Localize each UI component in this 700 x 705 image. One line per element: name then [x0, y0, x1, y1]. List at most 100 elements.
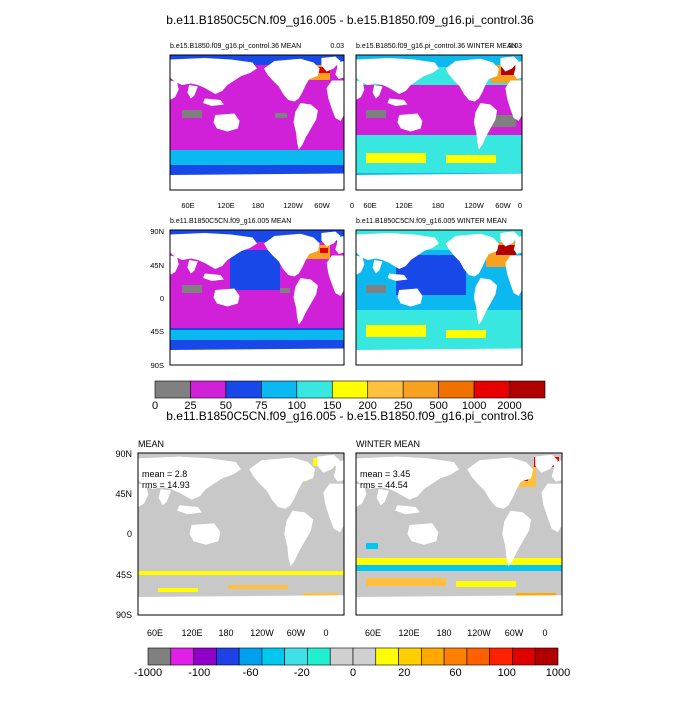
- colorbar-swatch: [512, 647, 536, 666]
- colorbar-label: 100: [288, 400, 306, 412]
- colorbar-swatch: [443, 647, 468, 666]
- lon-tick: 120E: [395, 201, 413, 210]
- colorbar-label: 500: [429, 400, 447, 412]
- colorbar-swatch: [473, 380, 510, 399]
- colorbar-label: 1000: [546, 667, 570, 679]
- lat-tick: 90S: [116, 610, 132, 620]
- colorbar-label: 250: [394, 400, 412, 412]
- panel-experiment-mean: b.e11.B1850C5CN.f09_g16.005 MEAN: [169, 218, 345, 366]
- lon-tick: 60W: [505, 628, 524, 638]
- colorbar-swatch: [375, 647, 399, 666]
- panel-title: b.e15.B1850.f09_g16.pi_control.36 WINTER…: [356, 43, 517, 50]
- lon-tick: 0: [518, 201, 522, 210]
- lon-tick: 60W: [314, 201, 330, 210]
- colorbar-label: -20: [294, 667, 310, 679]
- colorbar-swatch: [367, 380, 404, 399]
- colorbar-swatch: [193, 647, 217, 666]
- lon-tick: 120W: [467, 628, 491, 638]
- colorbar-swatch: [534, 647, 559, 666]
- colorbar-swatch: [438, 380, 475, 399]
- lon-tick: 120W: [464, 201, 485, 210]
- lon-tick: 60E: [365, 628, 381, 638]
- panel-mean: mean = 2.8: [142, 469, 187, 479]
- colorbar-swatch: [466, 647, 490, 666]
- lon-tick: 60W: [287, 628, 306, 638]
- panel-title: b.e11.B1850C5CN.f09_g16.005 MEAN: [170, 218, 291, 225]
- lat-tick: 90N: [150, 227, 164, 236]
- lon-tick: 60W: [495, 201, 511, 210]
- lon-ticks-row3: 60E 120E 180 120W 60W 0 60E 120E 180 120…: [147, 628, 548, 638]
- lon-tick: 0: [542, 628, 547, 638]
- lon-tick: 120E: [398, 628, 419, 638]
- colorbar-label: 25: [184, 400, 196, 412]
- colorbar-swatch: [421, 647, 445, 666]
- panel-rms: rms = 44.54: [360, 480, 408, 490]
- colorbar-label: -1000: [134, 667, 162, 679]
- lon-tick: 180: [432, 201, 445, 210]
- colorbar-label: 2000: [497, 400, 521, 412]
- lat-tick: 45S: [116, 570, 132, 580]
- lon-tick: 60E: [363, 201, 376, 210]
- lat-ticks-row3: 90N 45N 0 45S 90S: [115, 449, 132, 620]
- colorbar-label: 150: [323, 400, 341, 412]
- colorbar-swatch: [154, 380, 191, 399]
- lon-tick: 60E: [181, 201, 194, 210]
- colorbar-swatch: [352, 647, 377, 666]
- lon-tick: 0: [323, 628, 328, 638]
- lat-tick: 0: [160, 294, 164, 303]
- colorbar-label: 50: [220, 400, 232, 412]
- colorbar-swatch: [402, 380, 439, 399]
- lon-tick: 180: [252, 201, 265, 210]
- lon-tick: 0: [350, 201, 354, 210]
- panel-title: b.e15.B1850.f09_g16.pi_control.36 MEAN: [170, 43, 301, 50]
- panel-control-winter: b.e15.B1850.f09_g16.pi_control.36 WINTER…: [355, 43, 523, 191]
- panel-corner-value: 0.03: [330, 43, 344, 50]
- lat-ticks-row2: 90N 45N 0 45S 90S: [150, 227, 164, 370]
- lat-tick: 90S: [151, 361, 164, 370]
- colorbar-label: 20: [398, 667, 410, 679]
- lat-tick: 45N: [115, 489, 132, 499]
- bottom-figure-title: b.e11.B1850C5CN.f09_g16.005 - b.e15.B185…: [166, 409, 534, 423]
- colorbar-label: 0: [350, 667, 356, 679]
- lat-tick: 90N: [115, 449, 132, 459]
- lon-tick: 180: [436, 628, 451, 638]
- colorbar-swatch: [307, 647, 331, 666]
- colorbar-label: -100: [188, 667, 210, 679]
- colorbar-swatch: [398, 647, 422, 666]
- lon-tick: 60E: [147, 628, 163, 638]
- lon-tick: 120E: [181, 628, 202, 638]
- colorbar-label: 1000: [462, 400, 486, 412]
- lon-tick: 120E: [217, 201, 235, 210]
- colorbar-swatch: [147, 647, 172, 666]
- colorbar-swatch: [225, 380, 262, 399]
- colorbar-label: 100: [498, 667, 516, 679]
- colorbar-swatch: [296, 380, 333, 399]
- colorbar-swatch: [331, 380, 369, 399]
- colorbar-swatch: [216, 647, 240, 666]
- panel-experiment-winter: b.e11.B1850C5CN.f09_g16.005 WINTER MEAN: [355, 218, 523, 366]
- lon-ticks-row1: 60E 120E 180 120W 60W 0 60E 120E 180 120…: [181, 201, 522, 210]
- colorbar-swatch: [190, 380, 227, 399]
- colorbar-bottom: -1000 -100 -60 -20 0 20 60 100 1000: [134, 647, 570, 679]
- panel-control-mean: b.e15.B1850.f09_g16.pi_control.36 MEAN 0…: [169, 43, 345, 191]
- lon-tick: 120W: [250, 628, 274, 638]
- colorbar-swatch: [284, 647, 308, 666]
- panel-title: MEAN: [138, 439, 164, 449]
- top-figure-title: b.e11.B1850C5CN.f09_g16.005 - b.e15.B185…: [166, 13, 534, 27]
- lon-tick: 120W: [283, 201, 304, 210]
- colorbar-label: 200: [359, 400, 377, 412]
- colorbar-swatch: [170, 647, 194, 666]
- colorbar-swatch: [261, 380, 298, 399]
- panel-title: b.e11.B1850C5CN.f09_g16.005 WINTER MEAN: [356, 218, 507, 225]
- colorbar-swatch: [329, 647, 354, 666]
- colorbar-label: 75: [255, 400, 267, 412]
- lat-tick: 45N: [150, 261, 164, 270]
- colorbar-swatch: [509, 380, 546, 399]
- lat-tick: 45S: [151, 327, 164, 336]
- lon-tick: 180: [218, 628, 233, 638]
- colorbar-swatch: [261, 647, 285, 666]
- panel-corner-value: 0.03: [508, 43, 522, 50]
- panel-diff-mean: MEAN mean = 2.8 rms = 14.93: [137, 439, 345, 616]
- colorbar-top: 0 25 50 75 100 150 200 250 500 1000 2000: [152, 380, 546, 412]
